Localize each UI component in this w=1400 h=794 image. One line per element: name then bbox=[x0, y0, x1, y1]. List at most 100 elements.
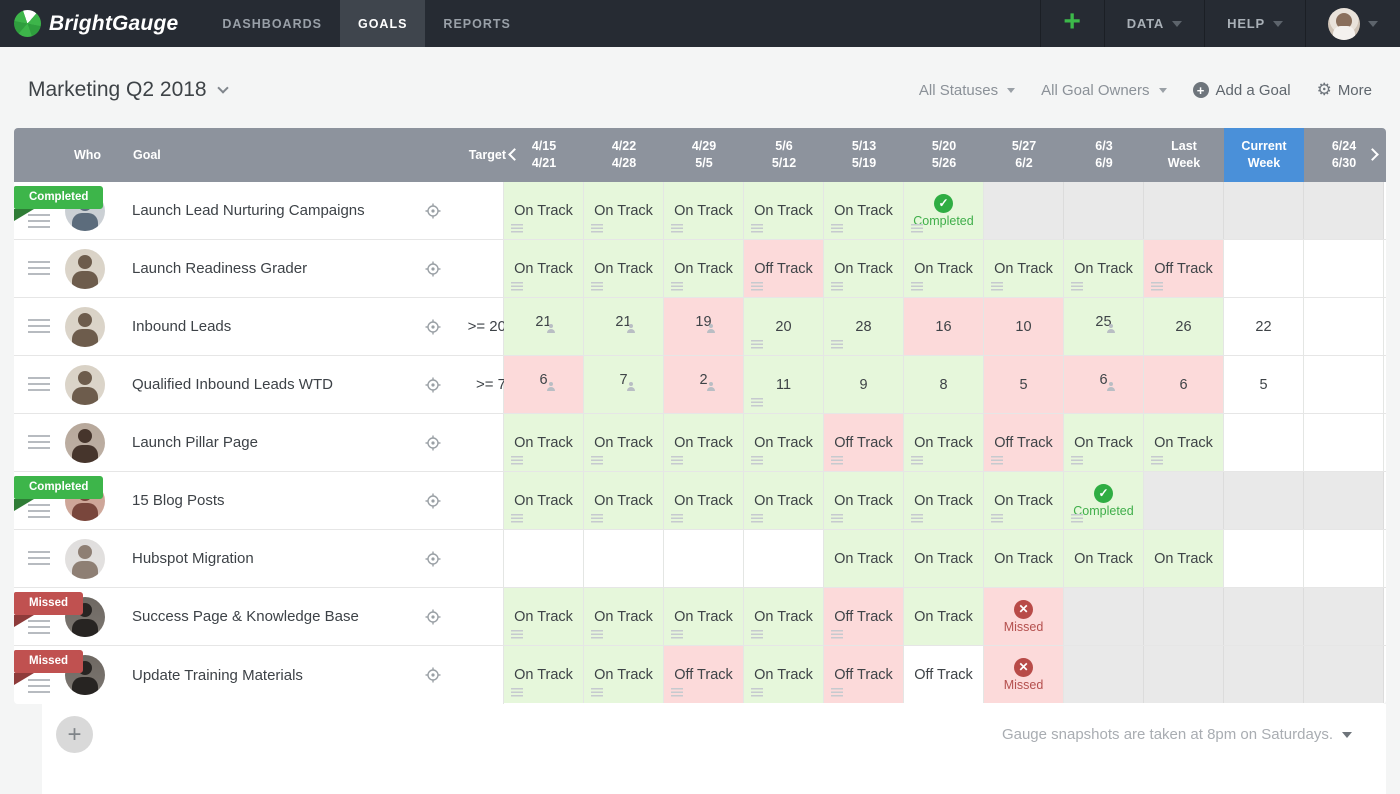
week-cell[interactable]: On Track bbox=[504, 240, 584, 297]
week-cell[interactable] bbox=[1304, 298, 1384, 355]
week-cell[interactable]: ✓ Completed bbox=[904, 182, 984, 239]
week-cell[interactable]: Off Track bbox=[744, 240, 824, 297]
week-cell[interactable]: 21 bbox=[504, 298, 584, 355]
week-cell[interactable]: On Track bbox=[1064, 530, 1144, 587]
week-column-header[interactable]: 6/24 6/30 bbox=[1304, 128, 1384, 182]
week-cell[interactable]: 6 bbox=[1144, 356, 1224, 413]
week-cell[interactable]: Off Track bbox=[904, 646, 984, 703]
week-cell[interactable]: 22 bbox=[1224, 298, 1304, 355]
week-cell[interactable]: 26 bbox=[1144, 298, 1224, 355]
week-cell[interactable]: 5 bbox=[984, 356, 1064, 413]
drag-handle-icon[interactable] bbox=[28, 551, 50, 566]
week-cell[interactable]: On Track bbox=[584, 414, 664, 471]
status-filter-dropdown[interactable]: All Statuses bbox=[919, 82, 1016, 99]
week-cell[interactable]: 28 bbox=[824, 298, 904, 355]
target-icon[interactable] bbox=[425, 319, 441, 335]
week-column-header[interactable]: 4/15 4/21 bbox=[504, 128, 584, 182]
week-cell[interactable] bbox=[1304, 240, 1384, 297]
week-cell[interactable]: 19 bbox=[664, 298, 744, 355]
week-cell[interactable]: Off Track bbox=[824, 646, 904, 703]
week-cell[interactable]: On Track bbox=[584, 182, 664, 239]
week-cell[interactable]: On Track bbox=[664, 472, 744, 529]
week-cell[interactable]: 8 bbox=[904, 356, 984, 413]
week-cell[interactable]: ✓ Completed bbox=[1064, 472, 1144, 529]
week-cell[interactable]: Off Track bbox=[664, 646, 744, 703]
week-cell[interactable] bbox=[1304, 356, 1384, 413]
week-cell[interactable]: 16 bbox=[904, 298, 984, 355]
week-cell[interactable]: On Track bbox=[824, 530, 904, 587]
week-cell[interactable]: On Track bbox=[904, 414, 984, 471]
week-column-header[interactable]: 5/6 5/12 bbox=[744, 128, 824, 182]
owner-filter-dropdown[interactable]: All Goal Owners bbox=[1041, 82, 1167, 99]
week-cell[interactable]: 6 bbox=[1064, 356, 1144, 413]
target-icon[interactable] bbox=[425, 493, 441, 509]
week-cell[interactable]: On Track bbox=[984, 530, 1064, 587]
target-icon[interactable] bbox=[425, 667, 441, 683]
nav-tab-dashboards[interactable]: DASHBOARDS bbox=[222, 16, 322, 31]
week-cell[interactable]: On Track bbox=[584, 472, 664, 529]
nav-tab-reports[interactable]: REPORTS bbox=[443, 16, 511, 31]
week-cell[interactable] bbox=[1224, 414, 1304, 471]
week-cell[interactable]: 5 bbox=[1224, 356, 1304, 413]
week-cell[interactable]: 10 bbox=[984, 298, 1064, 355]
week-column-header[interactable]: 4/22 4/28 bbox=[584, 128, 664, 182]
week-cell[interactable]: 7 bbox=[584, 356, 664, 413]
brand[interactable]: BrightGauge bbox=[0, 0, 204, 47]
add-goal-row-button[interactable]: + bbox=[56, 716, 93, 753]
week-column-header[interactable]: Last Week bbox=[1144, 128, 1224, 182]
target-icon[interactable] bbox=[425, 203, 441, 219]
week-cell[interactable]: On Track bbox=[1064, 240, 1144, 297]
target-icon[interactable] bbox=[425, 609, 441, 625]
week-cell[interactable]: 25 bbox=[1064, 298, 1144, 355]
user-menu[interactable] bbox=[1305, 0, 1400, 47]
week-cell[interactable] bbox=[1304, 414, 1384, 471]
target-icon[interactable] bbox=[425, 377, 441, 393]
week-column-header[interactable]: 5/13 5/19 bbox=[824, 128, 904, 182]
week-cell[interactable]: On Track bbox=[664, 182, 744, 239]
week-cell[interactable]: On Track bbox=[1144, 530, 1224, 587]
week-cell[interactable]: On Track bbox=[504, 182, 584, 239]
week-cell[interactable] bbox=[744, 530, 824, 587]
week-cell[interactable]: On Track bbox=[904, 472, 984, 529]
week-cell[interactable]: On Track bbox=[744, 472, 824, 529]
week-cell[interactable]: On Track bbox=[744, 182, 824, 239]
week-cell[interactable]: On Track bbox=[824, 182, 904, 239]
week-column-header[interactable]: 6/3 6/9 bbox=[1064, 128, 1144, 182]
week-cell[interactable]: 9 bbox=[824, 356, 904, 413]
week-cell[interactable]: 21 bbox=[584, 298, 664, 355]
week-cell[interactable]: On Track bbox=[904, 530, 984, 587]
week-column-header[interactable]: 4/29 5/5 bbox=[664, 128, 744, 182]
week-cell[interactable]: On Track bbox=[584, 646, 664, 703]
week-cell[interactable] bbox=[1224, 530, 1304, 587]
drag-handle-icon[interactable] bbox=[28, 435, 50, 450]
week-cell[interactable]: On Track bbox=[584, 588, 664, 645]
target-icon[interactable] bbox=[425, 551, 441, 567]
week-cell[interactable]: Off Track bbox=[1144, 240, 1224, 297]
week-cell[interactable]: On Track bbox=[504, 588, 584, 645]
week-cell[interactable]: Off Track bbox=[824, 414, 904, 471]
week-cell[interactable]: On Track bbox=[664, 240, 744, 297]
week-cell[interactable] bbox=[584, 530, 664, 587]
target-icon[interactable] bbox=[425, 261, 441, 277]
week-cell[interactable]: On Track bbox=[744, 588, 824, 645]
week-cell[interactable]: On Track bbox=[984, 472, 1064, 529]
week-cell[interactable]: On Track bbox=[1064, 414, 1144, 471]
week-cell[interactable]: On Track bbox=[504, 472, 584, 529]
week-cell[interactable]: On Track bbox=[744, 646, 824, 703]
week-cell[interactable]: On Track bbox=[824, 472, 904, 529]
week-cell[interactable]: On Track bbox=[1144, 414, 1224, 471]
week-cell[interactable] bbox=[1304, 530, 1384, 587]
week-cell[interactable]: 6 bbox=[504, 356, 584, 413]
week-cell[interactable]: 2 bbox=[664, 356, 744, 413]
week-column-header-current[interactable]: Current Week bbox=[1224, 128, 1304, 182]
week-cell[interactable]: Off Track bbox=[824, 588, 904, 645]
board-title[interactable]: Marketing Q2 2018 bbox=[28, 78, 207, 101]
week-cell[interactable]: Off Track bbox=[984, 414, 1064, 471]
drag-handle-icon[interactable] bbox=[28, 261, 50, 276]
drag-handle-icon[interactable] bbox=[28, 377, 50, 392]
week-cell[interactable]: On Track bbox=[664, 414, 744, 471]
week-cell[interactable]: On Track bbox=[504, 646, 584, 703]
week-cell[interactable]: On Track bbox=[904, 588, 984, 645]
week-cell[interactable]: On Track bbox=[824, 240, 904, 297]
week-column-header[interactable]: 5/20 5/26 bbox=[904, 128, 984, 182]
